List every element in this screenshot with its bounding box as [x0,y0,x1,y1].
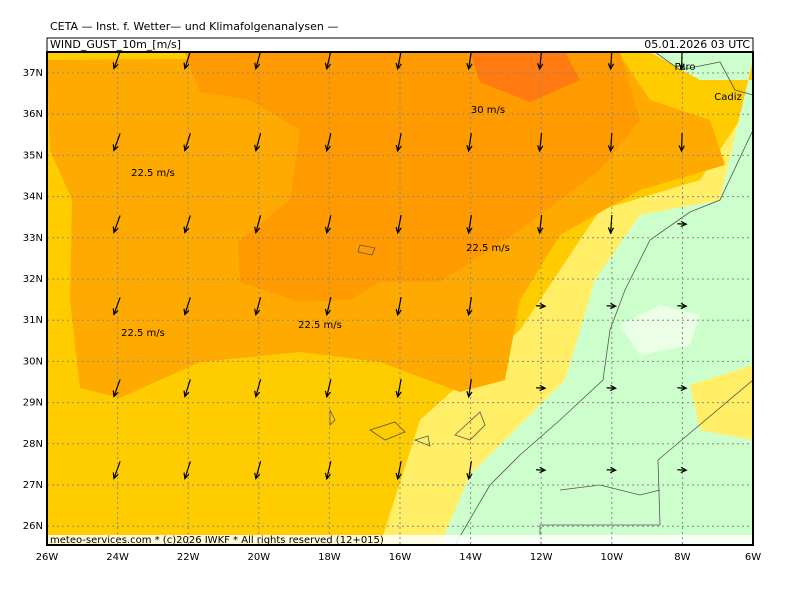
wind-arrow [466,215,473,235]
lat-label: 27N [23,480,43,491]
contour-label: 22.5 m/s [298,320,342,331]
lat-label: 34N [23,192,43,203]
contour-label: 22.5 m/s [466,243,510,254]
lon-label: 12W [530,552,553,563]
lat-label: 35N [23,150,43,161]
footer-credit: meteo-services.com * (c)2026 IWKF * All … [50,535,384,546]
lat-label: 37N [23,68,43,79]
wind-arrow [324,51,332,71]
border [539,379,753,545]
wind-arrow [112,297,121,316]
lat-label: 33N [23,233,43,244]
wind-arrow [678,132,685,153]
wind-arrow [254,215,262,235]
wind-arrow [112,379,121,398]
wind-arrow [183,51,191,70]
coastline [654,52,753,96]
wind-arrow [466,51,473,71]
wind-arrow [606,302,618,310]
wind-arrow [537,132,544,153]
field-max [470,52,580,102]
wind-arrow [537,50,544,71]
lat-label: 36N [23,109,43,120]
wind-arrow [466,133,473,153]
wind-arrow [606,466,618,474]
footer-band [47,535,753,545]
lat-label: 26N [23,521,43,532]
wind-arrow [395,379,402,399]
wind-arrow [112,461,121,480]
lon-label: 24W [106,552,129,563]
wind-arrow [183,379,191,398]
lat-label: 29N [23,398,43,409]
wind-arrow [324,461,332,481]
wind-arrow [607,132,615,153]
field-pale [620,305,700,355]
wind-arrow [678,50,685,71]
wind-arrow [536,384,547,392]
wind-arrow [183,215,191,234]
wind-arrow [536,466,547,474]
contour-label: 30 m/s [471,105,505,116]
wind-arrow [677,466,688,474]
wind-arrow [537,214,544,235]
wind-arrow [466,297,473,317]
lat-label: 32N [23,274,43,285]
wind-arrow [112,215,121,234]
contour-label: 22.5 m/s [131,168,175,179]
lon-label: 6W [745,552,761,563]
wind-arrow [324,297,332,317]
wind-arrow [395,215,402,235]
wind-arrow [112,51,121,70]
wind-arrow [606,384,618,392]
wind-arrow [395,297,402,317]
wind-arrow [395,51,402,71]
wind-arrow [254,297,262,317]
wind-arrow [395,461,402,481]
lon-label: 10W [600,552,623,563]
coastline [454,129,753,545]
field-green [440,52,753,545]
lon-label: 16W [389,552,412,563]
wind-arrow [254,133,262,153]
wind-arrow [466,379,473,399]
wind-arrow [183,297,191,316]
lon-label: 14W [459,552,482,563]
parameter: WIND_GUST_10m_[m/s] [50,38,181,51]
wind-arrow [254,379,262,399]
field-light [690,365,753,440]
islands [329,244,486,447]
wind-arrow [607,50,615,71]
valid-time: 05.01.2026 03 UTC [644,38,750,51]
map-frame [46,51,754,546]
lon-label: 18W [318,552,341,563]
lon-label: 8W [674,552,690,563]
wind-arrow [677,384,688,392]
header-title: CETA — Inst. f. Wetter— und Klimafolgena… [50,20,338,33]
wind-arrow [112,133,121,152]
wind-arrow [466,461,473,481]
contour-label: 22.5 m/s [121,328,165,339]
wind-arrow [607,214,615,235]
lat-label: 31N [23,315,43,326]
wind-arrow [254,51,262,71]
wind-arrow [324,133,332,153]
wind-arrow [536,302,547,310]
lon-label: 26W [36,552,59,563]
place-label: Faro [675,62,696,73]
lat-label: 30N [23,356,43,367]
place-label: Cadiz [714,92,742,103]
lon-label: 22W [177,552,200,563]
wind-arrow [183,133,191,152]
wind-arrow [677,302,688,310]
lat-label: 28N [23,439,43,450]
wind-arrow [324,215,332,235]
wind-arrow [395,133,402,153]
wind-arrow [254,461,262,481]
wind-arrow [324,379,332,399]
wind-arrow [677,220,688,228]
lon-label: 20W [247,552,270,563]
wind-arrow [183,461,191,480]
